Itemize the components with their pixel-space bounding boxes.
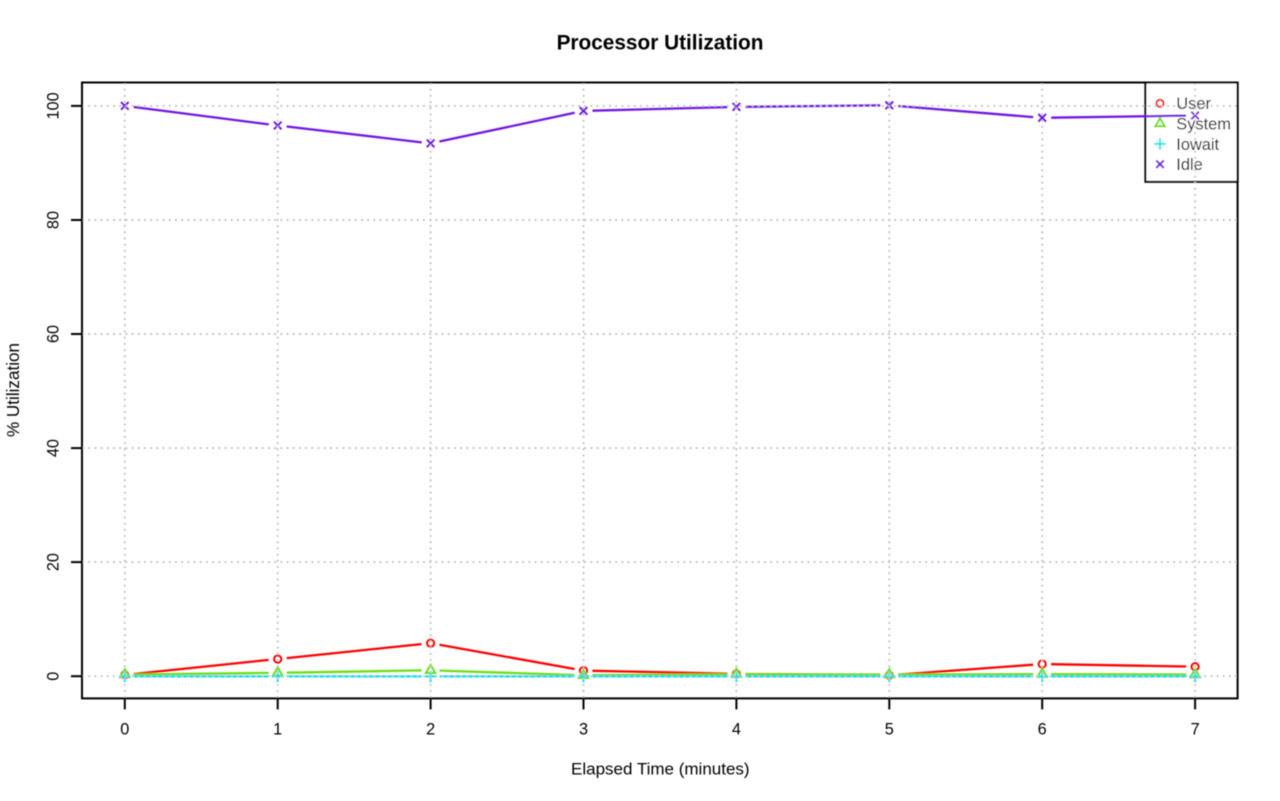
svg-text:0: 0	[45, 672, 63, 681]
svg-text:5: 5	[885, 721, 894, 739]
svg-text:Elapsed Time (minutes): Elapsed Time (minutes)	[571, 759, 750, 778]
svg-text:0: 0	[120, 721, 129, 739]
svg-text:40: 40	[45, 439, 63, 457]
svg-text:Iowait: Iowait	[1176, 136, 1219, 154]
svg-text:% Utilization: % Utilization	[4, 343, 23, 437]
svg-text:Processor Utilization: Processor Utilization	[557, 32, 764, 55]
svg-text:7: 7	[1191, 721, 1200, 739]
svg-text:4: 4	[732, 721, 741, 739]
svg-text:100: 100	[45, 92, 63, 119]
svg-text:60: 60	[45, 325, 63, 343]
svg-text:6: 6	[1038, 721, 1047, 739]
svg-text:Idle: Idle	[1176, 156, 1202, 174]
svg-text:20: 20	[45, 553, 63, 571]
svg-text:System: System	[1176, 116, 1231, 134]
svg-text:2: 2	[426, 721, 435, 739]
svg-text:1: 1	[273, 721, 282, 739]
svg-text:3: 3	[579, 721, 588, 739]
svg-text:80: 80	[45, 211, 63, 229]
svg-text:User: User	[1176, 95, 1211, 113]
